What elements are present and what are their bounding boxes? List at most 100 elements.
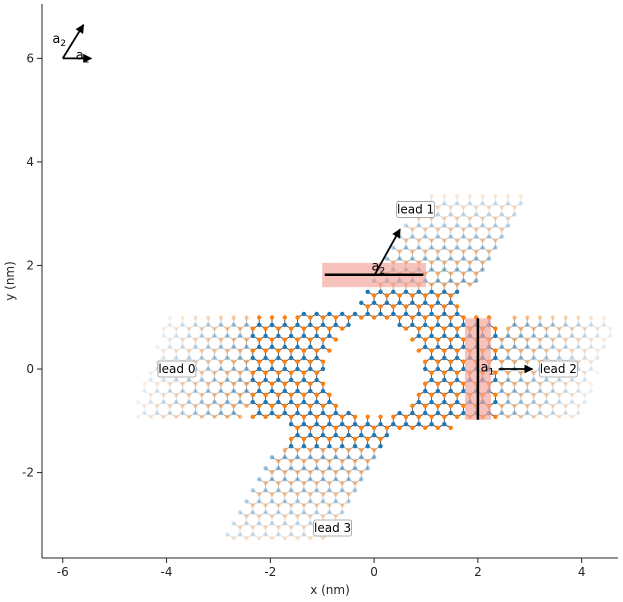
site-sublattice-a <box>263 510 268 515</box>
site-sublattice-b <box>429 414 434 419</box>
site-sublattice-b <box>429 282 434 287</box>
site-sublattice-a <box>340 510 345 515</box>
bond <box>239 324 247 329</box>
bond <box>207 357 215 363</box>
bond <box>182 390 190 396</box>
bond <box>412 236 420 241</box>
site-sublattice-b <box>499 359 504 364</box>
bond <box>329 467 337 473</box>
site-sublattice-b <box>250 370 255 375</box>
site-sublattice-b <box>167 337 173 342</box>
y-tick-label: 4 <box>26 155 34 169</box>
site-sublattice-a <box>231 521 236 526</box>
site-sublattice-a <box>148 377 153 383</box>
bond <box>156 379 164 385</box>
bond <box>590 324 598 329</box>
site-sublattice-b <box>308 337 313 342</box>
bond <box>271 478 279 484</box>
site-sublattice-a <box>288 488 294 493</box>
site-sublattice-b <box>288 348 294 353</box>
site-sublattice-b <box>167 315 173 320</box>
bond <box>527 346 534 351</box>
site-sublattice-a <box>512 388 517 394</box>
bond <box>258 478 266 484</box>
site-sublattice-a <box>244 366 249 372</box>
site-sublattice-a <box>557 377 562 383</box>
bond <box>405 225 413 230</box>
site-sublattice-a <box>442 245 447 250</box>
bond <box>227 368 234 374</box>
site-sublattice-a <box>416 223 421 228</box>
y-tick-label: 0 <box>26 362 34 376</box>
site-sublattice-b <box>218 381 224 386</box>
site-sublattice-b <box>531 326 536 331</box>
site-sublattice-b <box>320 381 326 386</box>
site-sublattice-b <box>518 370 524 375</box>
site-sublattice-a <box>365 422 370 427</box>
site-sublattice-a <box>244 322 249 328</box>
site-sublattice-b <box>193 337 198 342</box>
site-sublattice-b <box>288 414 294 419</box>
site-sublattice-b <box>410 293 415 298</box>
site-sublattice-b <box>588 315 594 320</box>
site-sublattice-a <box>333 499 338 504</box>
site-sublattice-a <box>576 322 581 328</box>
site-sublattice-b <box>531 414 536 419</box>
site-sublattice-a <box>225 399 230 405</box>
site-sublattice-a <box>308 499 313 504</box>
site-sublattice-a <box>237 399 243 405</box>
bond <box>271 534 279 539</box>
site-sublattice-b <box>359 315 364 320</box>
site-sublattice-b <box>142 381 147 386</box>
site-sublattice-b <box>301 392 307 397</box>
bond <box>144 401 151 407</box>
site-sublattice-a <box>557 333 562 339</box>
site-sublattice-a <box>365 289 370 294</box>
bond <box>412 225 420 230</box>
bond <box>520 401 528 407</box>
site-sublattice-a <box>276 399 281 405</box>
site-sublattice-b <box>327 348 332 353</box>
site-sublattice-a <box>301 311 307 317</box>
site-sublattice-b <box>512 337 517 342</box>
bond <box>233 534 241 539</box>
site-sublattice-b <box>505 392 511 397</box>
site-sublattice-a <box>474 212 479 217</box>
site-sublattice-b <box>454 370 460 375</box>
bond <box>258 490 266 495</box>
site-sublattice-b <box>174 326 179 331</box>
site-sublattice-a <box>161 377 166 383</box>
site-sublattice-b <box>403 326 409 331</box>
bond <box>297 490 305 495</box>
bond <box>239 512 247 517</box>
site-sublattice-a <box>397 410 402 416</box>
bond <box>163 412 171 418</box>
site-sublattice-a <box>148 399 153 405</box>
site-sublattice-b <box>269 315 275 320</box>
site-sublattice-a <box>403 422 409 427</box>
site-sublattice-b <box>301 436 307 442</box>
bond <box>341 478 349 484</box>
site-sublattice-a <box>410 256 415 261</box>
bond <box>144 412 151 418</box>
bond <box>201 368 209 374</box>
bond <box>188 401 196 407</box>
site-sublattice-b <box>161 348 166 353</box>
x-tick-label: 2 <box>474 565 482 579</box>
site-sublattice-b <box>333 447 338 453</box>
site-sublattice-b <box>295 337 300 342</box>
site-sublattice-a <box>308 477 313 482</box>
site-sublattice-b <box>269 359 275 364</box>
site-sublattice-b <box>423 337 428 342</box>
site-sublattice-b <box>563 315 568 320</box>
site-sublattice-a <box>499 410 504 416</box>
site-sublattice-b <box>340 414 345 419</box>
site-sublattice-a <box>493 399 498 405</box>
bond <box>475 269 483 274</box>
site-sublattice-b <box>505 414 511 419</box>
site-sublattice-a <box>505 333 511 339</box>
site-sublattice-b <box>142 403 147 408</box>
bond <box>303 534 311 539</box>
bond <box>507 390 515 396</box>
site-sublattice-b <box>378 414 383 419</box>
